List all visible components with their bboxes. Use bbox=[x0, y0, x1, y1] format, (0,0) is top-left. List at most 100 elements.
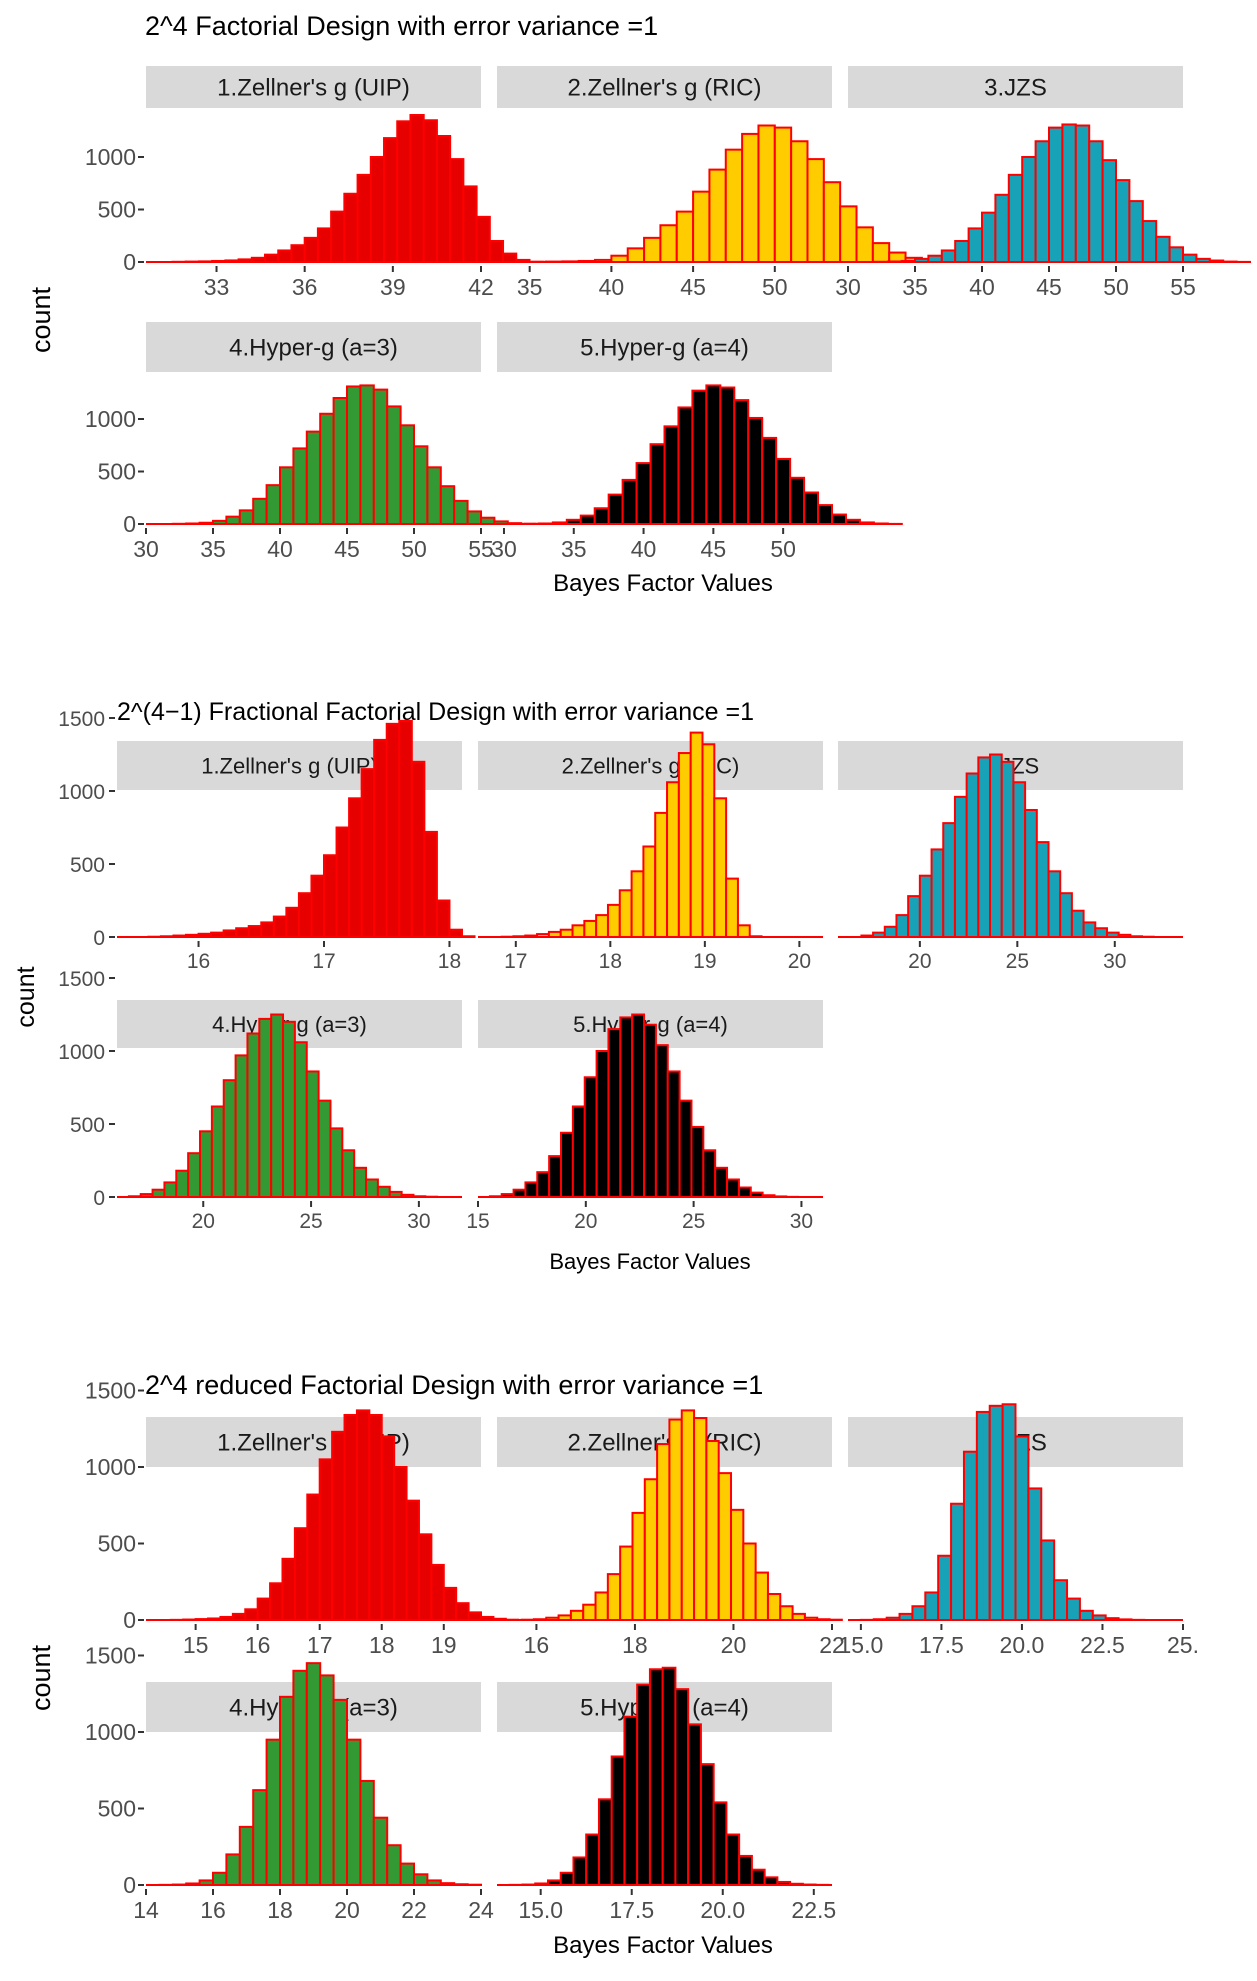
histogram-bar bbox=[693, 192, 709, 262]
histogram-bar bbox=[637, 463, 651, 524]
histogram-bar bbox=[549, 1156, 561, 1197]
histogram-bar bbox=[790, 1884, 803, 1885]
x-tick-label: 45 bbox=[680, 274, 706, 300]
histogram-bar bbox=[267, 485, 280, 524]
histogram-bar bbox=[311, 876, 324, 937]
histogram-bar bbox=[623, 480, 637, 524]
histogram-bar bbox=[752, 1870, 765, 1885]
histogram-bar bbox=[955, 797, 967, 937]
histogram-bar bbox=[293, 1671, 306, 1885]
histogram-bars bbox=[172, 115, 542, 262]
y-tick-label: 0 bbox=[123, 249, 136, 275]
histogram-bar bbox=[307, 1495, 319, 1620]
x-tick-label: 15.0 bbox=[839, 1632, 884, 1658]
histogram-bar bbox=[579, 261, 595, 262]
histogram-bar bbox=[1103, 160, 1116, 262]
histogram-bar bbox=[360, 385, 373, 524]
x-tick-label: 24 bbox=[468, 1897, 494, 1923]
histogram-bar bbox=[553, 522, 567, 524]
histogram-bar bbox=[247, 1033, 259, 1197]
histogram-bar bbox=[982, 213, 995, 262]
x-tick-label: 50 bbox=[1103, 274, 1129, 300]
y-tick-label: 1000 bbox=[58, 781, 105, 804]
histogram-bar bbox=[245, 1609, 257, 1620]
x-tick-label: 19 bbox=[431, 1632, 457, 1658]
histogram-bar bbox=[320, 1459, 332, 1620]
histogram-bar bbox=[612, 1756, 625, 1885]
histogram-bar bbox=[691, 733, 703, 937]
histogram-bar bbox=[701, 1764, 714, 1885]
histogram-bars bbox=[173, 385, 548, 524]
histogram-bar bbox=[324, 855, 337, 937]
x-tick-label: 20 bbox=[788, 950, 811, 973]
histogram-bar bbox=[804, 493, 818, 525]
histogram-bar bbox=[573, 925, 585, 937]
histogram-bar bbox=[240, 1827, 253, 1885]
histogram-bar bbox=[366, 1179, 378, 1197]
histogram-bar bbox=[942, 250, 955, 262]
histogram-bar bbox=[896, 915, 908, 937]
histogram-bar bbox=[259, 1019, 271, 1197]
histogram-bar bbox=[334, 1700, 347, 1885]
y-tick-label: 500 bbox=[70, 1114, 105, 1137]
facet-strip-label: 1.Zellner's g (UIP) bbox=[201, 753, 378, 778]
x-tick-label: 40 bbox=[969, 274, 995, 300]
histogram-bar bbox=[225, 260, 238, 262]
panel-3: 3.JZS15.017.520.022.525. bbox=[839, 1404, 1199, 1658]
histogram-bar bbox=[387, 1845, 400, 1885]
facet-strip-label: 2.Zellner's g (RIC) bbox=[568, 75, 762, 102]
histogram-bar bbox=[267, 1740, 280, 1885]
histogram-bar bbox=[608, 1029, 620, 1197]
histogram-bar bbox=[253, 499, 266, 524]
histogram-bar bbox=[818, 505, 832, 524]
histogram-bar bbox=[694, 1418, 706, 1620]
x-tick-label: 39 bbox=[380, 274, 406, 300]
histogram-bar bbox=[1036, 141, 1049, 262]
histogram-bar bbox=[252, 258, 265, 262]
histogram-bar bbox=[1049, 128, 1062, 262]
histogram-bar bbox=[213, 521, 226, 524]
histogram-bar bbox=[1062, 124, 1075, 262]
x-axis-label: Bayes Factor Values bbox=[553, 1932, 773, 1959]
histogram-bar bbox=[330, 1128, 342, 1197]
histogram-bar bbox=[762, 438, 776, 524]
histogram-bar bbox=[1183, 255, 1196, 262]
x-tick-label: 20 bbox=[721, 1632, 747, 1658]
histogram-bar bbox=[969, 228, 982, 262]
histogram-bar bbox=[270, 1583, 282, 1620]
histogram-bar bbox=[387, 406, 400, 524]
histogram-bar bbox=[1129, 201, 1142, 262]
histogram-bars bbox=[525, 385, 902, 524]
y-tick-label: 1000 bbox=[85, 1719, 136, 1745]
histogram-bar bbox=[774, 1196, 786, 1197]
y-tick-label: 0 bbox=[123, 1872, 136, 1898]
x-tick-label: 55 bbox=[468, 536, 494, 562]
histogram-bar bbox=[525, 936, 537, 937]
histogram-bar bbox=[481, 1617, 493, 1620]
histogram-bar bbox=[265, 255, 278, 262]
histogram-bar bbox=[318, 228, 331, 262]
histogram-bar bbox=[637, 1685, 650, 1885]
histogram-bar bbox=[1025, 810, 1037, 937]
y-tick-label: 1500 bbox=[58, 708, 105, 731]
histogram-bar bbox=[469, 1612, 481, 1620]
histogram-bar bbox=[390, 1192, 402, 1197]
histogram-bar bbox=[846, 520, 860, 524]
y-tick-label: 1000 bbox=[85, 406, 136, 432]
histogram-bar bbox=[665, 426, 679, 524]
histogram-bar bbox=[410, 115, 423, 262]
x-tick-label: 14 bbox=[133, 1897, 159, 1923]
histogram-bars bbox=[530, 126, 971, 263]
figure-3: 2^4 reduced Factorial Design with error … bbox=[26, 1370, 1199, 1959]
histogram-bar bbox=[374, 390, 387, 524]
